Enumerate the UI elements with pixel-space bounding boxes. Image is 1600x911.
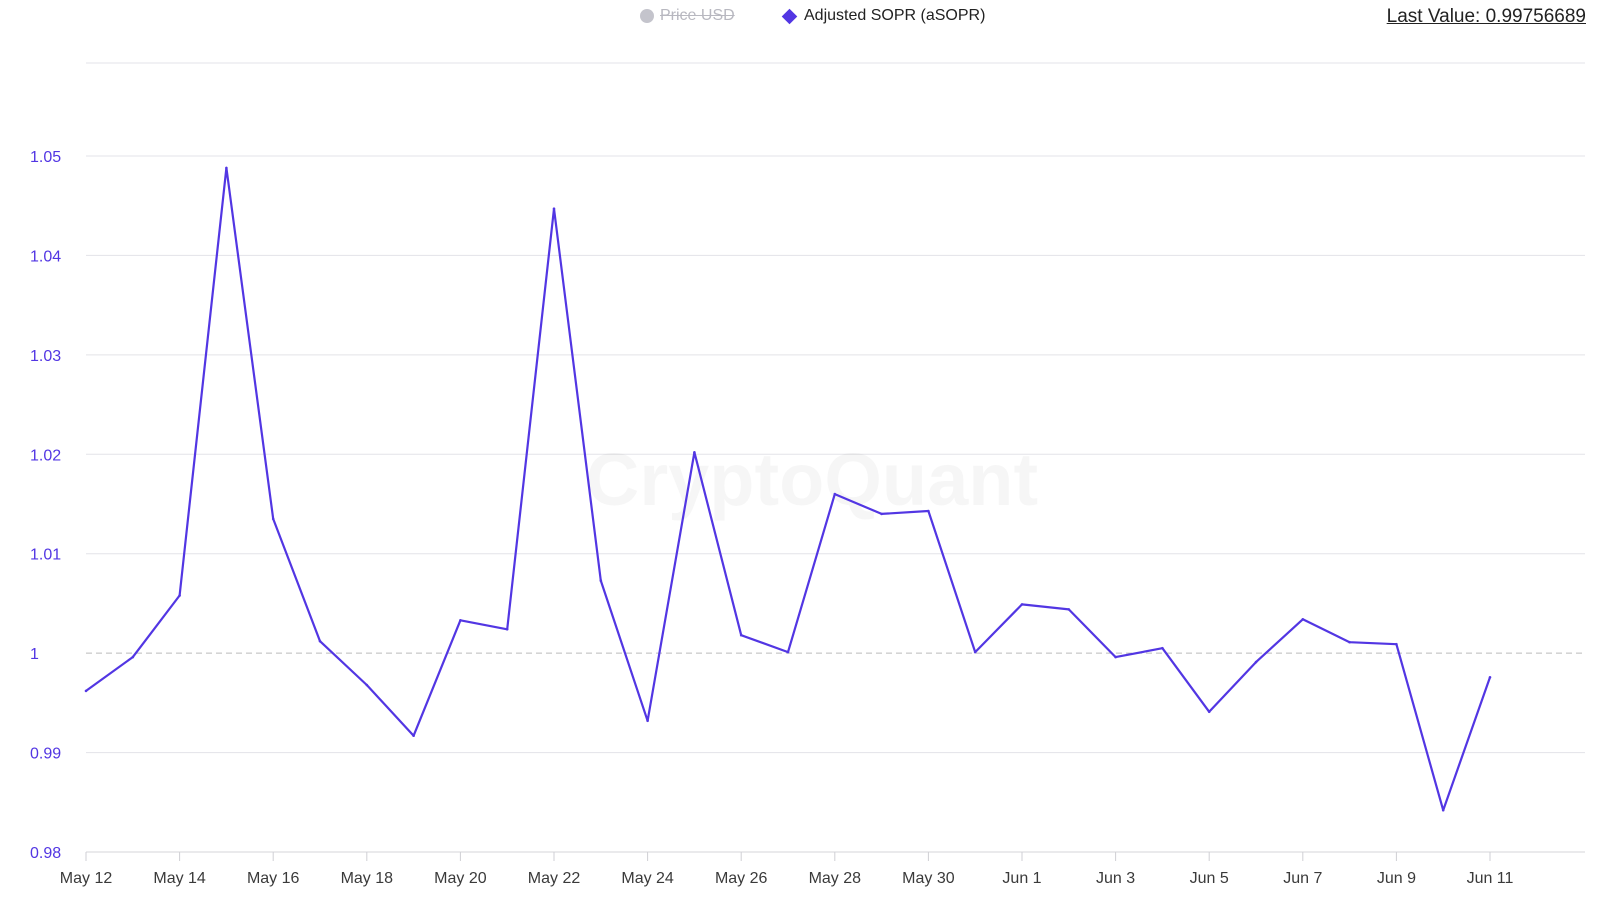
x-tick-label: Jun 5 [1190, 870, 1229, 887]
x-tick-label: May 30 [902, 870, 955, 887]
asopr-point [1441, 808, 1445, 812]
y-tick-label: 1.01 [30, 547, 61, 564]
x-tick-label: May 18 [341, 870, 394, 887]
legend-item-asopr[interactable]: Adjusted SOPR (aSOPR) [781, 4, 985, 28]
price-legend-dot-icon [640, 9, 654, 23]
x-tick-label: May 20 [434, 870, 487, 887]
x-tick-label: May 24 [621, 870, 674, 887]
asopr-point [833, 492, 837, 496]
y-tick-label: 1.04 [30, 248, 61, 265]
chart-legend: Price USD Adjusted SOPR (aSOPR) [0, 4, 1600, 32]
asopr-point [1301, 618, 1305, 621]
asopr-point [1067, 608, 1071, 611]
asopr-point [927, 509, 930, 513]
asopr-point [178, 594, 181, 597]
asopr-point [1488, 676, 1492, 679]
asopr-point [880, 512, 883, 516]
x-tick-label: May 12 [60, 870, 113, 887]
asopr-point [599, 579, 603, 582]
asopr-point [131, 655, 135, 659]
legend-label-asopr: Adjusted SOPR (aSOPR) [804, 7, 986, 24]
y-tick-label: 1.02 [30, 447, 61, 464]
asopr-point [412, 734, 415, 737]
asopr-point [318, 639, 322, 643]
asopr-point [646, 719, 649, 723]
asopr-point [1207, 710, 1211, 714]
legend-label-price-usd: Price USD [660, 7, 735, 24]
x-tick-label: May 26 [715, 870, 768, 887]
asopr-point [693, 451, 696, 454]
y-tick-label: 0.99 [30, 746, 61, 763]
asopr-point [459, 619, 462, 622]
y-axis: 0.98 0.99 1 1.01 1.02 1.03 1.04 1.05 [30, 149, 61, 862]
asopr-point [1020, 603, 1024, 606]
asopr-point [1114, 655, 1117, 659]
x-tick-label: Jun 3 [1096, 870, 1135, 887]
y-tick-label: 1 [30, 646, 39, 663]
asopr-point [271, 517, 275, 521]
x-tick-label: May 22 [528, 870, 581, 887]
asopr-point [1161, 646, 1164, 650]
x-tick-label: Jun 11 [1467, 870, 1514, 887]
x-tick-label: May 28 [809, 870, 862, 887]
last-value-link[interactable]: Last Value: 0.99756689 [1386, 6, 1586, 27]
asopr-point [973, 650, 977, 654]
asopr-point [739, 633, 743, 637]
legend-item-price-usd[interactable]: Price USD [640, 4, 735, 28]
asopr-point [1254, 660, 1258, 664]
y-tick-label: 1.05 [30, 149, 61, 166]
asopr-point [225, 166, 228, 170]
y-tick-label: 1.03 [30, 348, 61, 365]
asopr-point [1395, 642, 1398, 646]
x-axis: May 12 May 14 May 16 May 18 May 20 May 22 May … [60, 851, 1585, 887]
series-layer [84, 166, 1492, 812]
x-tick-label: Jun 7 [1283, 870, 1322, 887]
y-tick-label: 0.98 [30, 845, 61, 862]
watermark: CryptoQuant [586, 438, 1038, 521]
asopr-point [1348, 640, 1351, 644]
x-tick-label: May 16 [247, 870, 300, 887]
asopr-point [552, 207, 556, 210]
x-tick-label: Jun 1 [1002, 870, 1041, 887]
x-tick-label: May 14 [153, 870, 206, 887]
asopr-point [505, 628, 509, 631]
asopr-point [786, 650, 790, 654]
x-tick-label: Jun 9 [1377, 870, 1416, 887]
asopr-point [84, 689, 88, 693]
asopr-point [365, 683, 369, 687]
